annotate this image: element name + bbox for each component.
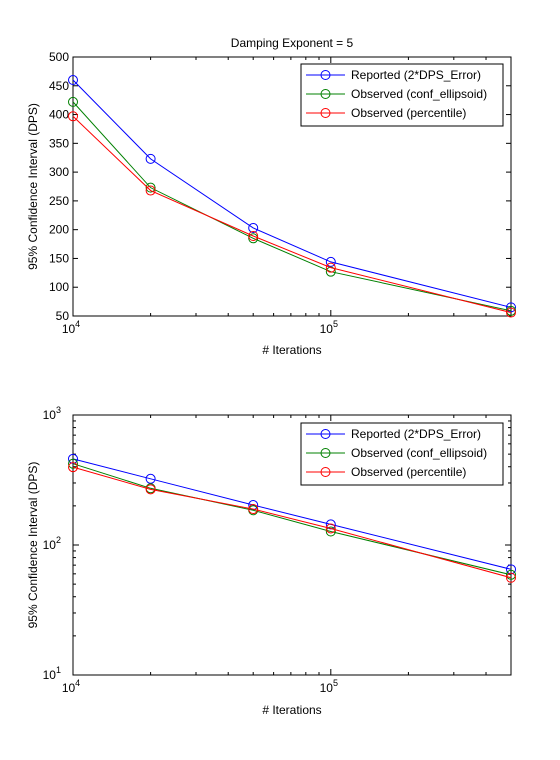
data-point bbox=[506, 302, 516, 313]
data-point bbox=[506, 564, 516, 575]
legend-entry: Observed (percentile) bbox=[351, 465, 466, 479]
y-tick-exponent: 2 bbox=[56, 535, 61, 545]
y-tick-label: 200 bbox=[49, 223, 69, 237]
data-point bbox=[145, 153, 156, 164]
y-tick-label: 50 bbox=[56, 309, 70, 323]
y-tick-exponent: 1 bbox=[56, 665, 61, 675]
series-line-3 bbox=[72, 466, 512, 579]
y-tick-label: 350 bbox=[49, 136, 69, 150]
data-point bbox=[68, 75, 78, 86]
series-line-2 bbox=[72, 101, 512, 312]
x-tick-base: 10 bbox=[62, 322, 76, 336]
data-point bbox=[248, 222, 259, 233]
data-point bbox=[506, 569, 516, 580]
data-point bbox=[325, 523, 336, 534]
data-point bbox=[68, 462, 78, 473]
legend-marker bbox=[320, 108, 331, 118]
legend-marker bbox=[320, 429, 331, 439]
data-point bbox=[68, 111, 78, 122]
legend-marker bbox=[320, 448, 331, 458]
x-tick-base: 10 bbox=[62, 681, 76, 695]
legend-box bbox=[300, 63, 504, 127]
y-axis-label: 95% Confidence Interval (DPS) bbox=[26, 103, 40, 270]
data-point bbox=[325, 262, 336, 273]
legend-entry: Reported (2*DPS_Error) bbox=[351, 68, 481, 82]
y-tick-label: 400 bbox=[49, 108, 69, 122]
y-tick-exponent: 3 bbox=[56, 405, 61, 415]
legend-entry: Observed (conf_ellipsoid) bbox=[351, 87, 487, 101]
data-point bbox=[68, 458, 78, 469]
data-point bbox=[68, 453, 78, 464]
chart-title: Damping Exponent = 5 bbox=[231, 36, 354, 50]
x-tick-exponent: 5 bbox=[333, 319, 338, 329]
data-point bbox=[506, 572, 516, 583]
data-point bbox=[325, 256, 336, 267]
y-tick-label: 500 bbox=[49, 50, 69, 64]
y-tick-label: 300 bbox=[49, 165, 69, 179]
x-tick-label: 105 bbox=[320, 319, 338, 336]
legend-entry: Reported (2*DPS_Error) bbox=[351, 427, 481, 441]
data-point bbox=[248, 230, 259, 241]
x-tick-label: 105 bbox=[320, 678, 338, 695]
data-point bbox=[145, 182, 156, 193]
y-tick-label: 450 bbox=[49, 79, 69, 93]
x-tick-label: 104 bbox=[62, 319, 80, 336]
y-tick-label: 150 bbox=[49, 251, 69, 265]
chart-1: 104 10550100150200250300350400450500Dampi… bbox=[26, 36, 516, 357]
series-line-3 bbox=[72, 115, 512, 314]
series-line-1 bbox=[72, 79, 512, 308]
y-tick-base: 10 bbox=[43, 538, 57, 552]
y-axis-label: 95% Confidence Interval (DPS) bbox=[26, 462, 40, 629]
x-axis-label: # Iterations bbox=[262, 343, 321, 357]
x-tick-base: 10 bbox=[320, 322, 334, 336]
series-line-2 bbox=[72, 463, 512, 576]
legend-marker bbox=[320, 467, 331, 477]
data-point bbox=[145, 484, 156, 495]
x-tick-exponent: 4 bbox=[75, 319, 80, 329]
y-tick-label: 102 bbox=[43, 535, 61, 552]
x-tick-exponent: 5 bbox=[333, 678, 338, 688]
y-tick-base: 10 bbox=[43, 668, 57, 682]
x-tick-exponent: 4 bbox=[75, 678, 80, 688]
data-point bbox=[325, 526, 336, 537]
data-point bbox=[145, 185, 156, 196]
data-point bbox=[68, 96, 78, 107]
y-tick-label: 103 bbox=[43, 405, 61, 422]
legend-marker bbox=[320, 70, 331, 80]
y-tick-label: 100 bbox=[49, 280, 69, 294]
x-axis-label: # Iterations bbox=[262, 703, 321, 717]
data-point bbox=[248, 504, 259, 515]
legend-entry: Observed (percentile) bbox=[351, 106, 466, 120]
y-tick-label: 250 bbox=[49, 194, 69, 208]
x-tick-base: 10 bbox=[320, 681, 334, 695]
y-tick-base: 10 bbox=[43, 408, 57, 422]
y-tick-label: 101 bbox=[43, 665, 61, 682]
x-tick-label: 104 bbox=[62, 678, 80, 695]
legend-marker bbox=[320, 89, 331, 99]
legend-box bbox=[300, 422, 504, 486]
data-point bbox=[506, 307, 516, 318]
legend-entry: Observed (conf_ellipsoid) bbox=[351, 446, 487, 460]
